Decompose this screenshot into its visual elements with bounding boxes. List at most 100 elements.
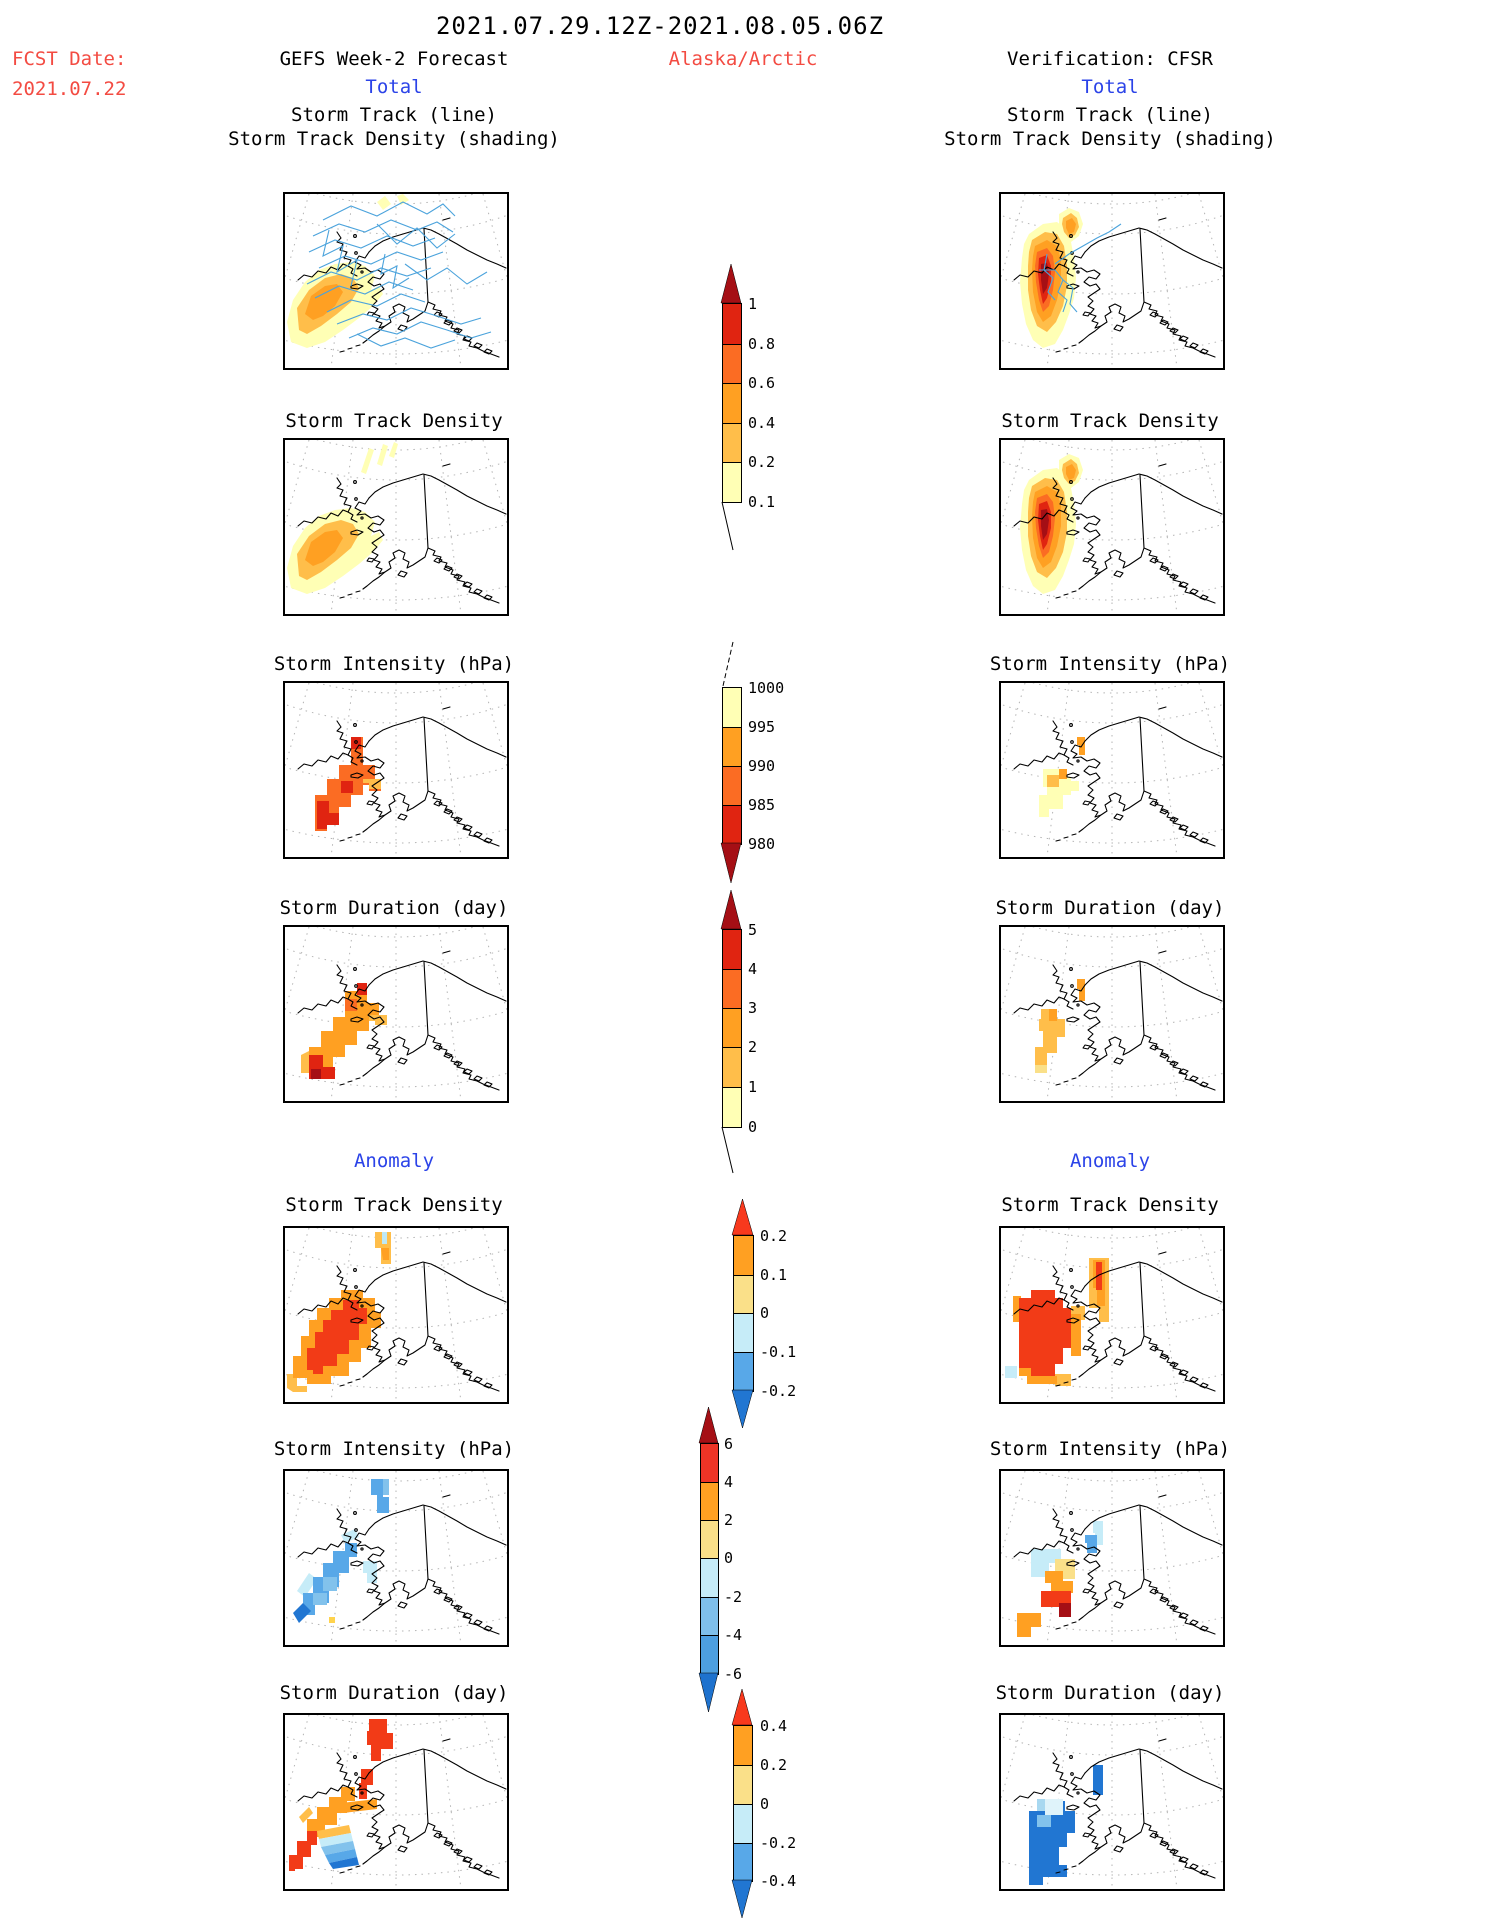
colorbar-tick-label: 1	[748, 295, 758, 313]
figure-title: 2021.07.29.12Z-2021.08.05.06Z	[435, 12, 885, 40]
colorbar-segment	[734, 1726, 752, 1765]
colorbar-segment	[734, 1765, 752, 1804]
panel-title: Storm Track Density (shading)	[944, 128, 1276, 150]
panel-title: Storm Duration (day)	[995, 1682, 1225, 1704]
colorbar-tick-label: 0.2	[760, 1227, 788, 1245]
colorbar-segment	[723, 969, 741, 1008]
colorbar-tick-label: 0.2	[748, 453, 776, 471]
colorbar-segment	[723, 727, 741, 766]
panel-title: Storm Intensity (hPa)	[273, 1438, 515, 1460]
fcst-date-value: 2021.07.22	[12, 78, 127, 100]
colorbar-tick-label: 2	[748, 1038, 758, 1056]
map-forecast-storm-track-density-anomaly	[283, 1226, 509, 1404]
colorbar-segment	[723, 383, 741, 423]
colorbar-tail	[722, 641, 734, 687]
map-forecast-storm-intensity	[283, 681, 509, 859]
colorbar-tail	[721, 501, 734, 551]
colorbar-tick-label: -2	[724, 1588, 743, 1606]
colorbar-tick-label: 995	[748, 718, 776, 736]
colorbar-tick-label: 0.4	[748, 414, 776, 432]
colorbar-tick-label: 0.4	[760, 1717, 788, 1735]
verification-column-title: Verification: CFSR	[1007, 48, 1213, 70]
panel-title: Storm Intensity (hPa)	[989, 653, 1231, 675]
panel-title: Storm Intensity (hPa)	[273, 653, 515, 675]
colorbar-segment	[723, 688, 741, 727]
forecast-section-total: Total	[365, 76, 423, 98]
colorbar-arrow-up	[698, 1406, 719, 1444]
colorbar-segment	[723, 304, 741, 344]
colorbar-tick-label: 4	[724, 1473, 734, 1491]
colorbar-arrow-down	[731, 1879, 753, 1919]
colorbar-tick-label: 0	[760, 1795, 770, 1813]
map-verification-storm-duration-anomaly	[999, 1713, 1225, 1891]
colorbar-tick-label: -0.1	[760, 1343, 797, 1361]
colorbar-segment	[701, 1444, 718, 1482]
panel-title: Storm Duration (day)	[279, 897, 509, 919]
verification-section-total: Total	[1081, 76, 1139, 98]
colorbar-tick-label: -0.2	[760, 1382, 797, 1400]
colorbar-segment	[734, 1804, 752, 1843]
map-verification-storm-track-density-anomaly	[999, 1226, 1225, 1404]
panel-title: Storm Track Density	[285, 410, 503, 432]
colorbar-arrow-up	[731, 1198, 754, 1236]
colorbar-segment	[734, 1313, 753, 1352]
colorbar-tick-label: 6	[724, 1435, 734, 1453]
fcst-date-label: FCST Date:	[12, 48, 127, 70]
colorbar-tick-label: 0.2	[760, 1756, 788, 1774]
colorbar-tick-label: 0.1	[760, 1266, 788, 1284]
colorbar-tick-label: 980	[748, 835, 776, 853]
colorbar-tick-label: 5	[748, 921, 758, 939]
colorbar-tick-label: 0	[748, 1118, 758, 1136]
map-verification-storm-duration	[999, 925, 1225, 1103]
colorbar-segment	[734, 1275, 753, 1313]
colorbar-segment	[734, 1352, 753, 1391]
colorbar-segment	[723, 766, 741, 805]
colorbar-tick-label: 0.8	[748, 335, 776, 353]
colorbar-segment	[734, 1843, 752, 1881]
map-forecast-storm-intensity-anomaly	[283, 1469, 509, 1647]
colorbar-tick-label: 2	[724, 1511, 734, 1529]
colorbar-segment	[723, 423, 741, 462]
colorbar-segment	[701, 1597, 718, 1635]
colorbar-arrow-up	[720, 889, 742, 930]
map-forecast-storm-track-density	[283, 438, 509, 616]
colorbar-segment	[723, 805, 741, 844]
colorbar-tick-label: -0.2	[760, 1834, 797, 1852]
colorbar-tick-label: 0	[760, 1304, 770, 1322]
colorbar-arrow-up	[731, 1688, 753, 1726]
colorbar-tick-label: 1000	[748, 679, 785, 697]
map-forecast-storm-track-line-density	[283, 192, 509, 370]
colorbar-density-anomaly	[733, 1235, 754, 1392]
map-forecast-storm-duration-anomaly	[283, 1713, 509, 1891]
colorbar-segment	[723, 1047, 741, 1087]
colorbar-arrow-down	[698, 1672, 719, 1713]
colorbar-tick-label: 3	[748, 999, 758, 1017]
panel-title: Storm Track Density	[1001, 410, 1219, 432]
colorbar-tick-label: -6	[724, 1665, 743, 1683]
colorbar-segment	[723, 462, 741, 502]
panel-title: Storm Duration (day)	[995, 897, 1225, 919]
colorbar-tick-label: 985	[748, 796, 776, 814]
region-label: Alaska/Arctic	[668, 48, 818, 70]
colorbar-intensity-anomaly	[700, 1443, 719, 1675]
colorbar-duration-anomaly	[733, 1725, 753, 1882]
colorbar-tail	[721, 1126, 734, 1174]
colorbar-segment	[723, 1087, 741, 1127]
colorbar-segment	[701, 1635, 718, 1674]
forecast-section-anomaly: Anomaly	[353, 1150, 435, 1172]
colorbar-tick-label: -4	[724, 1626, 743, 1644]
map-forecast-storm-duration	[283, 925, 509, 1103]
colorbar-arrow-up	[720, 263, 742, 304]
colorbar-tick-label: -0.4	[760, 1872, 797, 1890]
forecast-column-title: GEFS Week-2 Forecast	[279, 48, 509, 70]
colorbar-segment	[723, 344, 741, 383]
colorbar-tick-label: 0.6	[748, 374, 776, 392]
map-verification-storm-intensity	[999, 681, 1225, 859]
colorbar-duration-total	[722, 929, 742, 1128]
colorbar-segment	[701, 1558, 718, 1597]
map-verification-storm-track-density	[999, 438, 1225, 616]
colorbar-tick-label: 1	[748, 1078, 758, 1096]
colorbar-segment	[701, 1520, 718, 1558]
map-verification-storm-intensity-anomaly	[999, 1469, 1225, 1647]
